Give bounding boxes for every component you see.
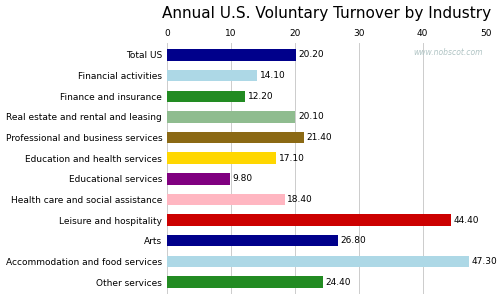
Bar bbox=[167, 91, 245, 102]
Text: 26.80: 26.80 bbox=[341, 236, 366, 245]
Bar bbox=[167, 70, 257, 81]
Bar bbox=[167, 173, 230, 184]
Text: 44.40: 44.40 bbox=[454, 216, 479, 225]
Text: 14.10: 14.10 bbox=[260, 71, 285, 80]
Text: 12.20: 12.20 bbox=[248, 92, 273, 101]
Bar bbox=[167, 132, 304, 143]
Text: 9.80: 9.80 bbox=[232, 174, 252, 183]
Bar bbox=[167, 152, 276, 164]
Text: 21.40: 21.40 bbox=[306, 133, 332, 142]
Bar bbox=[167, 194, 284, 205]
Text: www.nobscot.com: www.nobscot.com bbox=[414, 48, 484, 57]
Text: 18.40: 18.40 bbox=[287, 195, 313, 204]
Bar bbox=[167, 49, 296, 61]
Text: 20.10: 20.10 bbox=[298, 112, 324, 122]
Bar bbox=[167, 235, 338, 246]
Text: 20.20: 20.20 bbox=[298, 50, 324, 59]
Bar bbox=[167, 256, 470, 267]
Title: Annual U.S. Voluntary Turnover by Industry: Annual U.S. Voluntary Turnover by Indust… bbox=[162, 6, 492, 21]
Bar bbox=[167, 111, 296, 123]
Text: 47.30: 47.30 bbox=[472, 257, 498, 266]
Text: 17.10: 17.10 bbox=[279, 154, 304, 163]
Bar bbox=[167, 276, 323, 288]
Bar bbox=[167, 214, 450, 226]
Text: 24.40: 24.40 bbox=[326, 278, 351, 286]
